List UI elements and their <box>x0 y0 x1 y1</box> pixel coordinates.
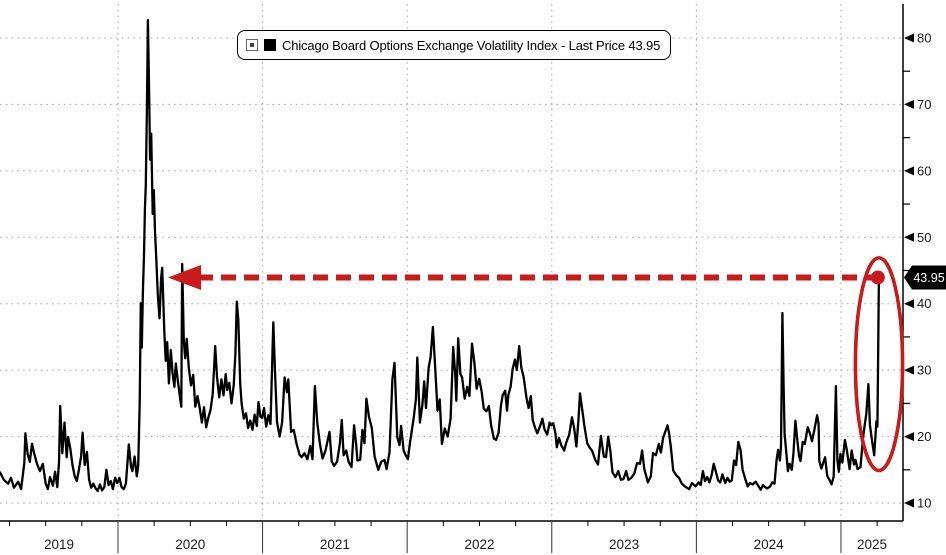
y-tick-arrow-icon <box>904 299 914 309</box>
y-tick-label: 30 <box>917 363 931 378</box>
grid-layer <box>0 4 903 521</box>
arrow-origin-dot <box>870 270 885 285</box>
legend-label: Chicago Board Options Exchange Volatilit… <box>282 37 661 53</box>
y-tick-label: 70 <box>917 97 931 112</box>
arrow-head-icon <box>168 264 202 290</box>
y-tick-arrow-icon <box>904 365 914 375</box>
y-tick-label: 80 <box>917 31 931 46</box>
legend-expand-dot <box>250 43 254 47</box>
annotation-layer <box>168 256 905 473</box>
legend-expand-icon[interactable] <box>246 39 258 51</box>
x-tick-label: 2022 <box>464 537 494 552</box>
y-tick-label: 50 <box>917 230 931 245</box>
y-tick-label: 40 <box>917 296 931 311</box>
highlight-ellipse <box>853 256 905 473</box>
price-line <box>0 18 881 493</box>
x-tick-label: 2020 <box>175 537 205 552</box>
y-tick-label: 60 <box>917 163 931 178</box>
price-tag-value: 43.95 <box>913 271 944 285</box>
y-tick-arrow-icon <box>904 33 914 43</box>
y-tick-arrow-icon <box>904 232 914 242</box>
legend[interactable]: Chicago Board Options Exchange Volatilit… <box>237 30 672 60</box>
y-tick-arrow-icon <box>904 99 914 109</box>
x-tick-label: 2023 <box>609 537 639 552</box>
x-tick-label: 2024 <box>754 537 785 552</box>
axis-layer <box>0 4 904 522</box>
series-color-swatch <box>264 39 276 51</box>
y-tick-arrow-icon <box>904 498 914 508</box>
y-tick-arrow-icon <box>904 166 914 176</box>
y-tick-label: 20 <box>917 429 931 444</box>
x-tick-label: 2021 <box>320 537 350 552</box>
x-axis: 2019 2020 2021 2022 2023 2024 2025 <box>9 521 887 553</box>
y-tick-label: 10 <box>917 496 931 511</box>
y-axis: 10 20 30 40 50 60 70 80 <box>903 31 931 511</box>
series-layer <box>0 18 881 493</box>
x-tick-label: 2025 <box>857 537 887 552</box>
x-tick-label: 2019 <box>44 537 74 552</box>
last-price-tag: 43.95 <box>904 265 946 290</box>
price-tag-shape <box>904 265 946 290</box>
y-tick-arrow-icon <box>904 432 914 442</box>
